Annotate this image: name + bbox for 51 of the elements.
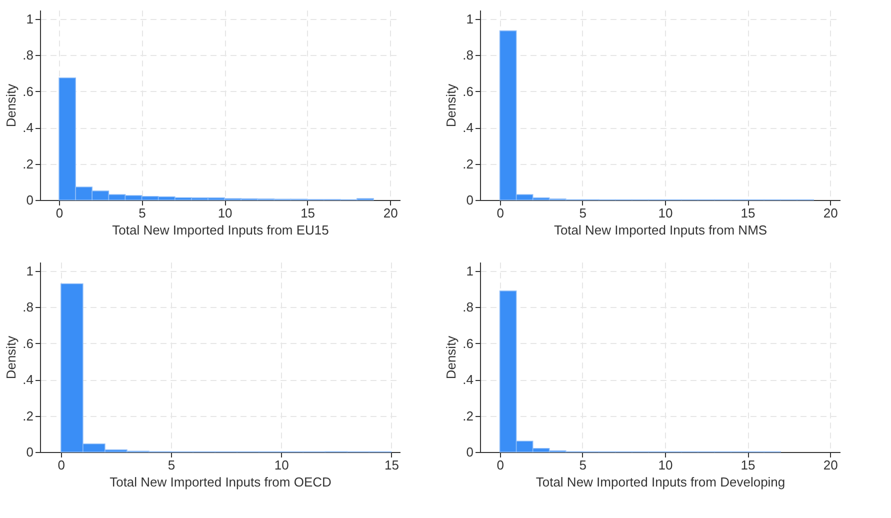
x-axis-title: Total New Imported Inputs from EU15	[112, 222, 329, 238]
y-tick-label: .8	[22, 300, 34, 315]
x-tick-label: 5	[579, 206, 587, 220]
y-tick-label: .2	[22, 408, 34, 424]
y-tick-label: .6	[22, 84, 34, 99]
y-tick-label: 0	[26, 444, 34, 460]
x-tick-label: 10	[274, 458, 289, 472]
y-tick-label: 1	[26, 264, 34, 279]
y-tick-label: 1	[26, 12, 34, 27]
y-tick-label: 1	[466, 264, 474, 279]
y-tick-label: .6	[462, 84, 474, 99]
y-tick-label: 0	[466, 444, 474, 460]
x-axis-title: Total New Imported Inputs from Developing	[536, 474, 786, 490]
x-tick-label: 5	[579, 458, 587, 472]
x-tick-label: 15	[384, 458, 399, 472]
y-tick-label: .4	[22, 120, 34, 136]
x-tick-label: 15	[300, 206, 316, 220]
y-tick-label: .8	[462, 300, 474, 315]
y-tick-label: .6	[22, 336, 34, 351]
x-axis-title: Total New Imported Inputs from OECD	[110, 474, 332, 490]
y-tick-label: .8	[22, 48, 34, 63]
y-tick-label: .8	[462, 48, 474, 63]
y-tick-label: .4	[462, 120, 474, 136]
x-tick-label: 0	[56, 206, 64, 220]
x-tick-label: 10	[658, 458, 673, 472]
x-tick-label: 10	[218, 206, 232, 220]
y-tick-label: 0	[26, 192, 34, 208]
y-tick-label: 1	[466, 12, 474, 27]
y-axis-title: Density	[444, 335, 459, 380]
x-tick-label: 15	[740, 458, 756, 472]
y-tick-label: .4	[462, 372, 474, 388]
x-tick-label: 5	[138, 206, 146, 220]
x-tick-label: 20	[383, 206, 398, 220]
y-axis-title: Density	[4, 83, 19, 128]
y-tick-label: .4	[22, 372, 34, 388]
x-tick-label: 20	[823, 206, 838, 220]
y-tick-label: .2	[462, 156, 474, 172]
x-axis-title: Total New Imported Inputs from NMS	[554, 222, 768, 238]
y-axis-title: Density	[4, 335, 19, 380]
x-tick-label: 15	[740, 206, 756, 220]
y-tick-label: .2	[22, 156, 34, 172]
x-tick-label: 10	[658, 206, 673, 220]
x-tick-label: 0	[496, 458, 504, 472]
y-tick-label: 0	[466, 192, 474, 208]
y-axis-title: Density	[444, 83, 459, 128]
x-tick-label: 5	[168, 458, 176, 472]
x-tick-label: 0	[58, 458, 66, 472]
x-tick-label: 20	[823, 458, 838, 472]
x-tick-label: 0	[496, 206, 504, 220]
y-tick-label: .2	[462, 408, 474, 424]
y-tick-label: .6	[462, 336, 474, 351]
